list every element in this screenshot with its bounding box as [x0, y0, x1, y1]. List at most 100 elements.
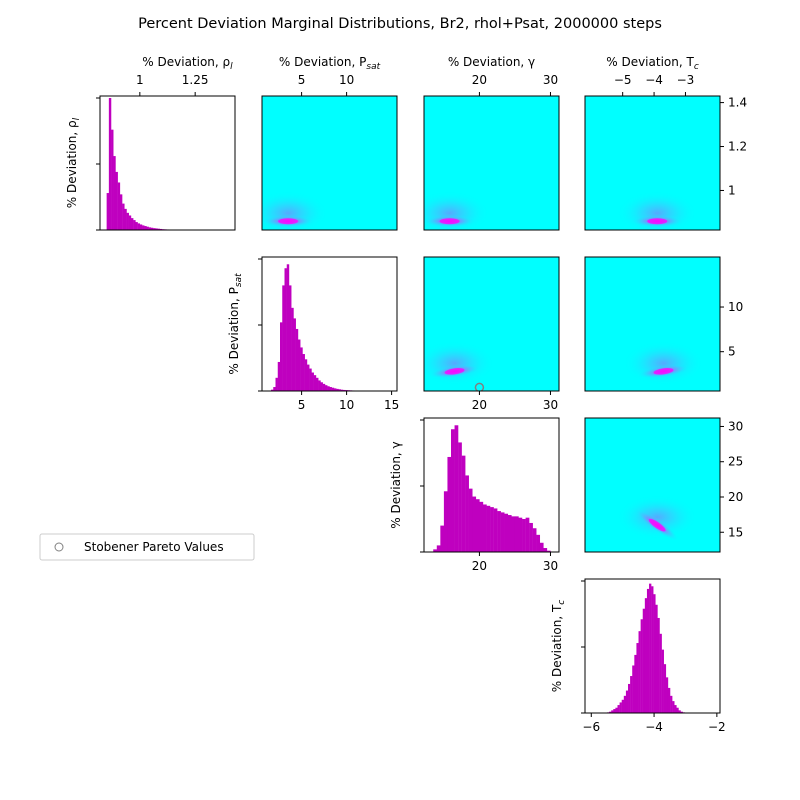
histogram-bar — [146, 226, 149, 230]
histogram-bar — [653, 594, 656, 713]
top-axis-rhol: 1 1.25% Deviation, ρl — [136, 55, 233, 96]
histogram-bar — [642, 608, 646, 713]
panel-frame — [584, 417, 721, 553]
histogram-bar — [465, 475, 469, 552]
histogram-bar — [625, 690, 629, 713]
histogram-bar — [670, 695, 673, 713]
x-tick-label: 10 — [339, 73, 354, 87]
histogram-bar — [649, 583, 652, 713]
x-axis-label-top-tc: % Deviation, Tc — [606, 55, 699, 72]
histogram-bar — [117, 182, 121, 230]
histogram-bar — [334, 388, 337, 391]
histogram-bar — [514, 516, 519, 552]
histogram-bar — [113, 156, 116, 230]
histogram-bar — [634, 654, 637, 713]
heatmap-panel-gamma-vs-psat: 20 30 — [423, 256, 560, 412]
histogram-bar — [646, 588, 650, 713]
histogram-bar — [436, 545, 441, 552]
x-tick-label: 20 — [472, 73, 487, 87]
histogram-bar — [486, 505, 491, 552]
histogram-bar — [493, 508, 498, 552]
histogram-bar — [657, 617, 660, 713]
y-tick-label: 1.4 — [728, 96, 747, 110]
histogram-bar — [155, 228, 158, 230]
histogram-bar — [316, 377, 319, 391]
histogram-bar — [532, 528, 537, 552]
x-tick-label: 1 — [136, 73, 144, 87]
histogram-bar — [536, 534, 541, 552]
y-tick-label: 30 — [728, 419, 743, 433]
histogram-bar — [122, 203, 125, 230]
histogram-bar — [672, 701, 675, 713]
histogram-bar — [144, 226, 147, 230]
density-peak — [653, 368, 674, 375]
histogram-bar — [139, 224, 143, 230]
x-tick-label: 30 — [543, 73, 558, 87]
histogram-bar — [343, 389, 346, 391]
subplot-grid: % Deviation, ρl % Deviation, Psat % Deviat… — [65, 55, 747, 734]
histogram-bar — [126, 212, 129, 230]
histogram-bar — [433, 549, 437, 552]
density-halo — [617, 495, 698, 540]
panel-frame — [423, 417, 560, 553]
histogram-bar — [663, 664, 667, 713]
histogram-bar — [472, 496, 477, 552]
histogram-bar — [309, 368, 312, 391]
histogram-bar — [440, 525, 445, 552]
histogram-bar — [325, 385, 328, 391]
histogram-bar — [331, 387, 335, 391]
histogram-bar — [300, 347, 303, 391]
histogram-bar — [282, 285, 285, 391]
histogram-bar — [311, 372, 314, 391]
density-halo — [424, 191, 490, 230]
density-peak — [444, 368, 465, 375]
y-tick-label: 1.2 — [728, 140, 747, 154]
x-tick-label: 20 — [472, 559, 487, 573]
x-tick-label: −5 — [614, 73, 632, 87]
legend-frame — [39, 533, 255, 561]
histogram-bar — [277, 361, 281, 391]
histogram-bar — [621, 699, 625, 713]
figure-title: Percent Deviation Marginal Distributions… — [138, 16, 662, 32]
density-peak — [648, 518, 666, 532]
histogram-bar — [302, 354, 305, 391]
histogram-bar — [543, 548, 548, 552]
histogram-bar — [461, 455, 466, 552]
x-tick-label: 1.25 — [182, 73, 209, 87]
histogram-bar — [336, 388, 339, 391]
histogram-bar — [497, 511, 501, 552]
histogram-bar — [271, 389, 274, 391]
panel-frame — [423, 95, 560, 231]
histogram-bar — [674, 705, 677, 713]
y-axis-label-gamma: % Deviation, γ — [389, 441, 403, 528]
histogram-bar — [507, 515, 512, 552]
histogram-bar — [482, 504, 487, 552]
x-tick-label: −6 — [582, 720, 600, 734]
histogram-bar — [133, 220, 136, 230]
histogram-bar — [286, 264, 290, 391]
histogram-bar — [640, 619, 643, 713]
y-tick-label: 15 — [728, 525, 743, 539]
histogram-bar — [304, 359, 308, 391]
x-tick-label: 30 — [543, 398, 558, 412]
histogram-bar — [619, 702, 622, 713]
histogram-bar — [504, 513, 509, 552]
histogram-bar — [539, 542, 544, 552]
histogram-panel-tc: % Deviation, Tc — [550, 578, 721, 714]
histogram-bar — [128, 215, 132, 230]
histogram-bar — [291, 307, 294, 391]
panel-frame — [584, 578, 721, 714]
histogram-bar — [611, 710, 614, 713]
histogram-bar — [678, 710, 681, 713]
legend: Stobener Pareto Values — [39, 533, 255, 561]
legend-label: Stobener Pareto Values — [84, 540, 224, 554]
histogram-bar — [124, 208, 127, 230]
histogram-bar — [458, 442, 462, 552]
histogram-bar — [447, 456, 452, 552]
histogram-bar — [454, 425, 459, 552]
histogram-bar — [273, 387, 276, 391]
panel-frame — [584, 256, 721, 392]
y-tick-label: 1 — [728, 183, 736, 197]
histogram-bar — [511, 516, 516, 552]
